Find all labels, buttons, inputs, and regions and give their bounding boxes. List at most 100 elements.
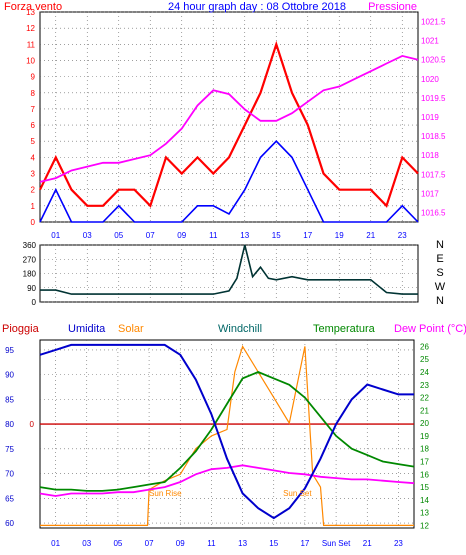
temperature-tick-label: 12 (420, 521, 429, 530)
temperature-tick-label: 14 (420, 496, 429, 505)
direction-tick-label: 270 (23, 255, 37, 264)
x-tick-label: 07 (145, 539, 154, 548)
compass-label: N (436, 295, 444, 307)
temperature-tick-label: 18 (420, 445, 429, 454)
wind-speed-line (39, 40, 419, 208)
humidity-tick-label: 60 (5, 519, 14, 528)
x-tick-label: 09 (177, 231, 186, 240)
temperature-tick-label: 16 (420, 470, 429, 479)
x-tick-label: 23 (398, 231, 407, 240)
x-tick-label: 09 (176, 539, 185, 548)
temperature-tick-label: 22 (420, 394, 429, 403)
pressure-tick-label: 1018 (421, 151, 439, 160)
direction-tick-label: 90 (27, 284, 36, 293)
legend-item: Temperatura (313, 323, 376, 335)
wind-tick-label: 6 (31, 121, 36, 130)
temperature-tick-label: 13 (420, 509, 429, 518)
pressure-tick-label: 1019 (421, 113, 439, 122)
x-tick-label: 21 (366, 231, 375, 240)
panel3-frame (39, 339, 415, 529)
x-tick-label: 15 (269, 539, 278, 548)
temperature-tick-label: 15 (420, 483, 429, 492)
humidity-tick-label: 90 (5, 371, 14, 380)
wind-tick-label: 5 (31, 137, 36, 146)
wind-tick-label: 2 (31, 186, 36, 195)
x-tick-label: 05 (113, 539, 122, 548)
panel1-frame (39, 11, 419, 223)
temperature-tick-label: 21 (420, 406, 429, 415)
wind-tick-label: 8 (31, 89, 36, 98)
humidity-line (39, 343, 414, 520)
x-tick-label: 23 (394, 539, 403, 548)
wind-tick-label: 12 (26, 24, 35, 33)
wind-tick-label: 10 (26, 56, 35, 65)
humidity-tick-label: 95 (5, 346, 14, 355)
wind-tick-label: 13 (26, 8, 35, 17)
x-tick-label: 17 (303, 231, 312, 240)
compass-label: W (435, 281, 446, 293)
compass-label: S (436, 267, 443, 279)
legend-item: Pioggia (2, 323, 40, 335)
x-tick-label: 03 (83, 231, 92, 240)
x-tick-label: 19 (335, 231, 344, 240)
legend-item: Dew Point (°C) (394, 323, 466, 335)
pressure-tick-label: 1020 (421, 75, 439, 84)
wind-tick-label: 3 (31, 170, 36, 179)
x-tick-label: 05 (114, 231, 123, 240)
x-tick-label: 01 (51, 231, 60, 240)
wind-tick-label: 4 (31, 153, 36, 162)
temperature-tick-label: 26 (420, 342, 429, 351)
wind-avg-line (39, 140, 419, 223)
wind-tick-label: 11 (27, 40, 36, 49)
pressure-tick-label: 1016.5 (421, 208, 446, 217)
direction-tick-label: 360 (23, 241, 37, 250)
wind-tick-label: 7 (31, 105, 36, 114)
humidity-tick-label: 85 (5, 395, 14, 404)
humidity-tick-label: 75 (5, 445, 14, 454)
x-tick-label: 11 (207, 539, 216, 548)
pressure-tick-label: 1017.5 (421, 170, 446, 179)
pressure-tick-label: 1017 (421, 189, 439, 198)
x-tick-label: 13 (240, 231, 249, 240)
pressure-line (39, 54, 419, 183)
temperature-tick-label: 24 (420, 368, 429, 377)
wind-tick-label: 9 (31, 73, 36, 82)
temperature-line (39, 371, 415, 492)
sunrise-annotation: Sun Rise (149, 489, 182, 498)
x-tick-label: 07 (146, 231, 155, 240)
x-tick-label: 11 (209, 231, 218, 240)
x-tick-label: 15 (272, 231, 281, 240)
compass-label: N (436, 239, 444, 251)
direction-tick-label: 180 (23, 270, 37, 279)
x-tick-label: Sun Set (322, 539, 351, 548)
legend-item: Umidita (68, 323, 106, 335)
temperature-tick-label: 25 (420, 355, 429, 364)
humidity-tick-label: 80 (5, 420, 14, 429)
wind-direction-line (40, 244, 418, 295)
legend-item: Windchill (218, 323, 262, 335)
x-tick-label: 13 (238, 539, 247, 548)
compass-label: E (436, 253, 443, 265)
rain-value-label: 0 (30, 420, 35, 429)
pressure-axis-title: Pressione (368, 1, 417, 13)
humidity-tick-label: 65 (5, 494, 14, 503)
temperature-tick-label: 23 (420, 381, 429, 390)
temperature-tick-label: 19 (420, 432, 429, 441)
legend-item: Solar (118, 323, 144, 335)
wind-tick-label: 1 (31, 202, 36, 211)
temperature-tick-label: 20 (420, 419, 429, 428)
chart-title: 24 hour graph day : 08 Ottobre 2018 (168, 1, 346, 13)
dewpoint-line (39, 464, 415, 497)
x-tick-label: 21 (363, 539, 372, 548)
direction-tick-label: 0 (32, 298, 37, 307)
x-tick-label: 03 (82, 539, 91, 548)
pressure-tick-label: 1019.5 (421, 94, 446, 103)
temperature-tick-label: 17 (420, 457, 429, 466)
pressure-tick-label: 1020.5 (421, 56, 446, 65)
wind-tick-label: 0 (31, 218, 36, 227)
pressure-tick-label: 1018.5 (421, 132, 446, 141)
wind-axis-title: Forza vento (4, 1, 62, 13)
x-tick-label: 01 (51, 539, 60, 548)
